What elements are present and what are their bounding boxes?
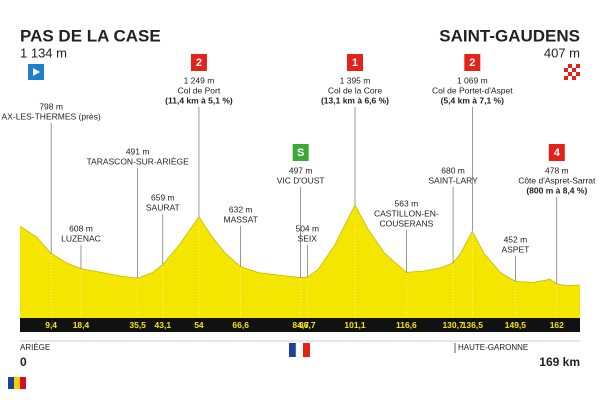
climb-category: 2: [469, 57, 475, 69]
climb-category: 1: [352, 57, 358, 69]
km-label: 116,6: [396, 320, 417, 330]
km-label: 9,4: [45, 320, 57, 330]
altitude-label: 497 m: [289, 165, 313, 175]
altitude-label: 798 m: [39, 101, 63, 111]
finish-icon: [564, 64, 580, 80]
altitude-label: 1 249 m: [184, 75, 215, 85]
place-label: Col de Port: [178, 85, 221, 95]
km-label: 101,1: [344, 320, 366, 330]
km-label: 66,6: [232, 320, 249, 330]
km-label: 162: [550, 320, 564, 330]
place-label: Col de la Core: [328, 85, 383, 95]
km-label: 84,7: [292, 320, 309, 330]
profile-line: [19, 204, 581, 287]
place-label: VIC D'OUST: [277, 175, 325, 185]
place-label: LUZENAC: [61, 233, 101, 243]
start-name: PAS DE LA CASE: [20, 26, 161, 45]
place-label: Col de Portet-d'Aspet: [432, 85, 513, 95]
climb-badge: [347, 54, 364, 71]
climb-badge: [292, 144, 309, 161]
climb-category: S: [297, 147, 304, 159]
andorra-flag: [8, 377, 26, 389]
km-label: 54: [194, 320, 204, 330]
place-label: (11,4 km à 5,1 %): [165, 95, 233, 105]
place-label: TARASCON-SUR-ARIÈGE: [86, 156, 189, 166]
altitude-label: 659 m: [151, 192, 175, 202]
place-label: (13,1 km à 6,6 %): [321, 95, 389, 105]
range-label: 169 km: [539, 355, 580, 369]
region-label: HAUTE-GARONNE: [458, 343, 528, 352]
km-label: 130,7: [442, 320, 464, 330]
climb-badge: [548, 144, 565, 161]
climb-badge: [464, 54, 481, 71]
finish-altitude: 407 m: [544, 45, 580, 60]
km-label: 18,4: [73, 320, 90, 330]
profile-area: [20, 205, 580, 318]
altitude-label: 504 m: [295, 223, 319, 233]
place-label: CASTILLON-EN-: [374, 208, 439, 218]
place-label: SEIX: [298, 233, 318, 243]
start-icon: [28, 64, 44, 80]
place-label: MASSAT: [224, 214, 258, 224]
altitude-label: 1 395 m: [340, 75, 371, 85]
place-label: (5,4 km à 7,1 %): [441, 95, 504, 105]
place-label: Côte d'Aspret-Sarrat: [518, 175, 596, 185]
altitude-label: 608 m: [69, 223, 93, 233]
altitude-label: 1 069 m: [457, 75, 488, 85]
region-label: ARIÈGE: [20, 343, 50, 352]
climb-category: 2: [196, 57, 202, 69]
km-label: 149,5: [505, 320, 527, 330]
km-label: 136,5: [462, 320, 484, 330]
altitude-label: 680 m: [441, 165, 465, 175]
km-label: 35,5: [129, 320, 146, 330]
km-band: [20, 318, 580, 332]
place-label: SAURAT: [146, 202, 180, 212]
altitude-label: 452 m: [504, 234, 528, 244]
altitude-label: 491 m: [126, 146, 150, 156]
place-label: (800 m à 8,4 %): [526, 185, 587, 195]
place-label: AX-LES-THERMES (près): [2, 111, 101, 121]
altitude-label: 478 m: [545, 165, 569, 175]
km-label: 86,7: [299, 320, 316, 330]
place-label: COUSERANS: [379, 218, 433, 228]
place-label: ASPET: [501, 244, 529, 254]
range-label: 0: [20, 355, 27, 369]
altitude-label: 563 m: [395, 198, 419, 208]
finish-name: SAINT-GAUDENS: [439, 26, 580, 45]
climb-category: 4: [554, 147, 561, 159]
france-flag: [289, 342, 310, 358]
annotation: 798 mAX-LES-THERMES (près): [2, 101, 101, 254]
place-label: SAINT-LARY: [428, 175, 478, 185]
km-label: 43,1: [155, 320, 172, 330]
start-altitude: 1 134 m: [20, 45, 67, 60]
altitude-label: 632 m: [229, 204, 253, 214]
climb-badge: [190, 54, 207, 71]
